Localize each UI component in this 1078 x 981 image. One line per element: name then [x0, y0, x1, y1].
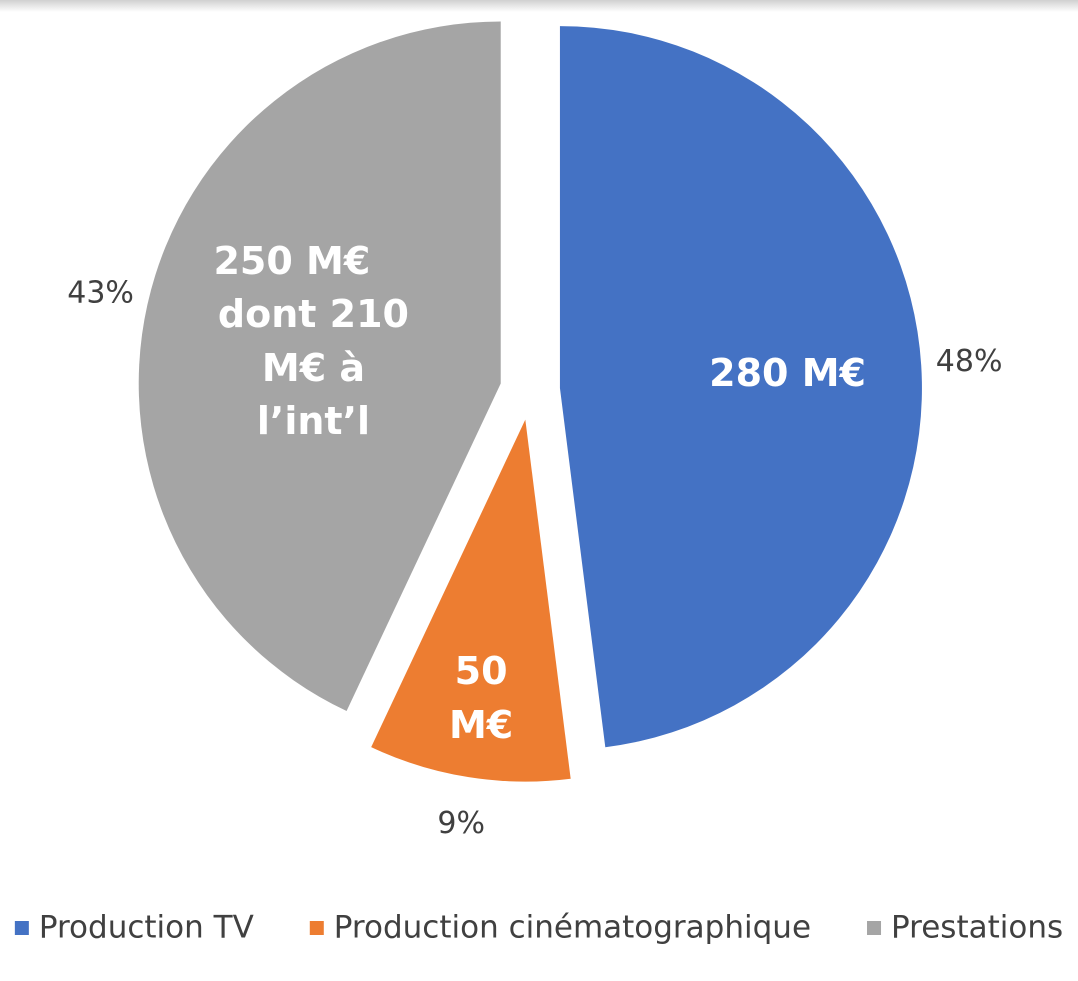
legend-label: Production cinématographique: [334, 910, 811, 946]
inner-label-wrap: 250 M€ dont 210 M€ à l’int’l: [213, 212, 413, 472]
annotation: dont 210 M€ à l’int’l: [217, 292, 409, 443]
pie-slice: [371, 419, 571, 782]
pie-slice: [559, 26, 922, 748]
percent-label: 43%: [67, 276, 134, 311]
inner-label: 250 M€: [213, 239, 371, 284]
inner-label-box: 50 M€: [431, 589, 531, 809]
legend-label: Prestations: [891, 910, 1063, 946]
inner-label-wrap: 280 M€: [668, 264, 908, 484]
legend: Production TV Production cinématographiqu…: [14, 910, 1063, 946]
inner-label: 50 M€: [448, 649, 514, 747]
legend-label: Production TV: [39, 910, 254, 946]
legend-swatch: [867, 921, 882, 935]
inner-label-box: 280 M€: [668, 264, 908, 484]
legend-swatch: [309, 921, 324, 935]
top-band: [0, 0, 1078, 12]
percent-label: 9%: [437, 806, 485, 841]
legend-swatch: [14, 921, 29, 935]
inner-label-box: 250 M€ dont 210 M€ à l’int’l: [213, 212, 413, 472]
pie-slice: [138, 21, 501, 712]
percent-label: 48%: [936, 344, 1003, 379]
inner-label-wrap: 50 M€: [431, 589, 531, 809]
inner-label: 280 M€: [709, 351, 866, 396]
